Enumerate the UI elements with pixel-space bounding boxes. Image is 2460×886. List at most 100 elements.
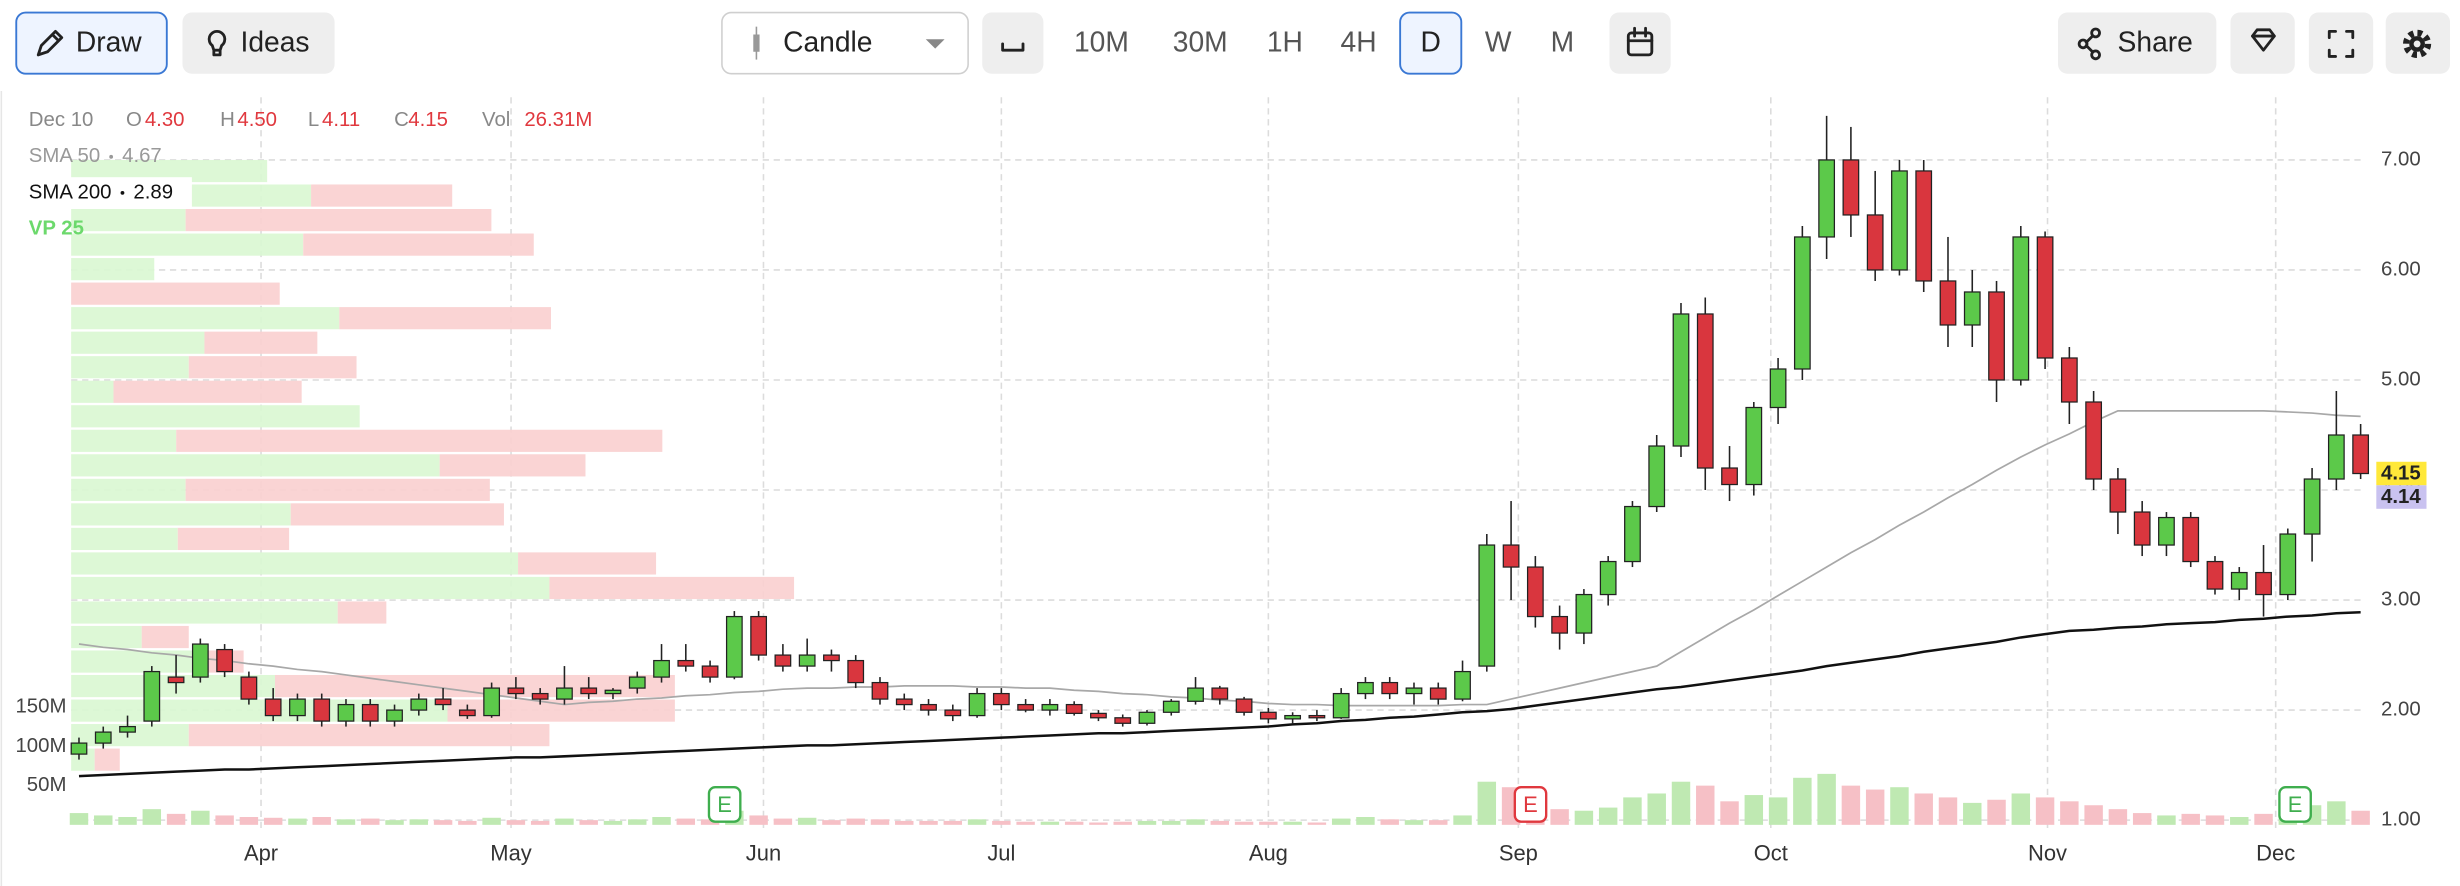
candle-body — [920, 703, 937, 711]
indicator-name: SMA 50 — [29, 145, 100, 167]
candle-body — [798, 654, 816, 667]
volume-bar — [2327, 801, 2346, 825]
vp-down-bar — [188, 356, 357, 379]
candle-body — [750, 615, 768, 656]
vp-down-bar — [339, 307, 551, 330]
legend-field-name: O — [126, 109, 142, 131]
vp-down-bar — [141, 625, 189, 649]
premium-button[interactable] — [2230, 12, 2295, 74]
volume-bar — [1380, 819, 1399, 825]
candle-body — [944, 709, 962, 717]
candle-body — [1648, 445, 1666, 508]
vp-down-bar — [311, 184, 453, 207]
interval-button[interactable]: 4H — [1341, 25, 1377, 57]
candle-body — [1429, 687, 1447, 700]
candle-body — [1381, 681, 1399, 695]
y-tick-label: 1.00 — [2381, 809, 2421, 831]
volume-bar — [312, 817, 331, 825]
candle-body — [1187, 687, 1204, 702]
fullscreen-button[interactable] — [2308, 12, 2374, 74]
candle-body — [1575, 593, 1593, 634]
volume-bar — [458, 820, 477, 825]
separator-dot — [109, 154, 114, 159]
candle-body — [628, 676, 646, 689]
volume-bar — [2157, 815, 2176, 825]
interval-button[interactable]: 30M — [1173, 25, 1228, 57]
interval-button[interactable]: D — [1399, 11, 1463, 75]
volume-bar — [166, 813, 186, 825]
legend-field-value: 4.50 — [237, 109, 277, 131]
draw-label: Draw — [76, 25, 142, 57]
price-tag — [2376, 461, 2427, 486]
candle-body — [70, 742, 88, 755]
volume-bar — [1162, 820, 1181, 825]
volume-bar — [919, 820, 938, 825]
volume-bar — [530, 820, 550, 825]
candle-body — [1332, 692, 1350, 719]
volume-bar — [191, 810, 210, 825]
vp-down-bar — [204, 331, 318, 354]
candle-body — [337, 703, 355, 722]
y-tick-label: 7.00 — [2381, 148, 2421, 170]
candle-body — [1915, 170, 1933, 282]
interval-active — [1399, 11, 1463, 75]
x-tick-label: Aug — [1249, 840, 1288, 865]
settings-button[interactable] — [2385, 12, 2451, 74]
volume-bar — [2132, 813, 2152, 825]
legend-field-name: L — [308, 109, 319, 131]
volume-bar — [2230, 817, 2249, 825]
vp-up-bar — [71, 209, 186, 232]
y-tick-label: 6.00 — [2381, 258, 2421, 280]
candle-body — [1721, 467, 1738, 486]
volume-bar — [2011, 793, 2031, 825]
volume-bar — [1963, 802, 1982, 825]
ideas-label: Ideas — [241, 25, 310, 57]
interval-label: M — [1551, 25, 1575, 57]
candle-body — [2279, 533, 2297, 596]
interval-button[interactable]: W — [1485, 25, 1512, 57]
interval-button[interactable]: 1H — [1267, 25, 1303, 57]
interval-button[interactable]: M — [1551, 25, 1575, 57]
ideas-button[interactable]: Ideas — [182, 12, 335, 74]
candle-body — [1041, 703, 1059, 711]
candle-body — [289, 698, 306, 717]
vp-down-bar — [549, 576, 795, 600]
candle-body — [871, 681, 889, 700]
volume-bar — [676, 818, 696, 825]
volume-bar — [1865, 789, 1885, 825]
vp-down-bar — [439, 454, 586, 477]
candle-body — [1405, 687, 1423, 695]
candle-body — [847, 659, 865, 684]
candle-body — [1284, 714, 1302, 720]
legend-box — [22, 177, 192, 209]
bar-spacing-button[interactable] — [982, 12, 1044, 74]
volume-bar — [2254, 813, 2273, 825]
chart-style-dropdown[interactable]: Candle — [721, 11, 969, 75]
candle-body — [1891, 170, 1908, 271]
volume-bar — [1744, 795, 1764, 825]
volume-bar — [1696, 785, 1715, 825]
candle-body — [1235, 698, 1253, 713]
volume-bar — [579, 820, 598, 825]
volume-bar — [336, 819, 356, 825]
interval-label: 4H — [1341, 25, 1377, 57]
legend-field-value: 26.31M — [524, 109, 592, 131]
volume-bar — [1598, 807, 1618, 825]
draw-button[interactable]: Draw — [15, 11, 168, 75]
share-button[interactable]: Share — [2057, 12, 2217, 74]
legend-field-value: 4.11 — [322, 109, 360, 131]
volume-bar — [1234, 821, 1254, 825]
interval-button[interactable]: 10M — [1074, 25, 1129, 57]
price-tag-label: 4.14 — [2381, 486, 2421, 508]
legend-field-name: Vol — [482, 109, 510, 131]
calendar-button[interactable] — [1609, 12, 1671, 74]
candle-body — [774, 654, 792, 667]
candle-body — [143, 670, 161, 722]
vp-down-bar — [113, 380, 302, 403]
volume-bar — [1429, 820, 1448, 825]
candle-body — [313, 698, 331, 722]
volume-bar — [1574, 810, 1594, 825]
candle-body — [1696, 313, 1714, 469]
candle-body — [677, 659, 695, 667]
volume-bar — [1793, 777, 1812, 825]
